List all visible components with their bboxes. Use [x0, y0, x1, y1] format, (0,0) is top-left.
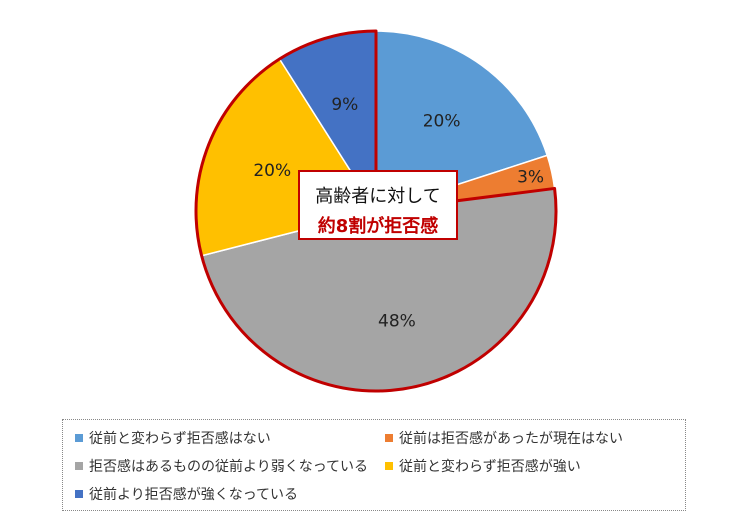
- legend-item: 従前より拒否感が強くなっている: [75, 484, 298, 504]
- legend-swatch: [385, 462, 393, 470]
- highlight-outline: [194, 29, 558, 393]
- legend-swatch: [385, 434, 393, 442]
- legend-item: 従前と変わらず拒否感が強い: [385, 456, 581, 476]
- legend-item: 従前と変わらず拒否感はない: [75, 428, 271, 448]
- legend-label: 従前と変わらず拒否感はない: [89, 431, 271, 447]
- legend-label: 従前より拒否感が強くなっている: [89, 487, 299, 503]
- callout-line-1: 高齢者に対して: [315, 186, 441, 207]
- legend-swatch: [75, 462, 83, 470]
- legend-item: 拒否感はあるものの従前より弱くなっている: [75, 456, 368, 476]
- legend-item: 従前は拒否感があったが現在はない: [385, 428, 623, 448]
- callout-line-2: 約8割が拒否感: [317, 216, 439, 237]
- legend-label: 拒否感はあるものの従前より弱くなっている: [89, 459, 369, 475]
- legend-label: 従前は拒否感があったが現在はない: [399, 431, 623, 447]
- slice-label: 20%: [423, 112, 461, 132]
- legend-swatch: [75, 490, 83, 498]
- legend-label: 従前と変わらず拒否感が強い: [399, 459, 581, 475]
- slice-label: 20%: [253, 161, 291, 181]
- pie-slice: [375, 30, 549, 213]
- slice-label: 48%: [378, 312, 416, 332]
- callout-box: 高齢者に対して 約8割が拒否感: [298, 170, 458, 240]
- legend: 従前と変わらず拒否感はない 従前は拒否感があったが現在はない 拒否感はあるものの…: [62, 419, 686, 511]
- slice-label: 3%: [517, 167, 544, 187]
- slice-label: 9%: [331, 95, 358, 115]
- pie-chart: 20% 3% 48% 20% 9%: [194, 29, 558, 393]
- legend-swatch: [75, 434, 83, 442]
